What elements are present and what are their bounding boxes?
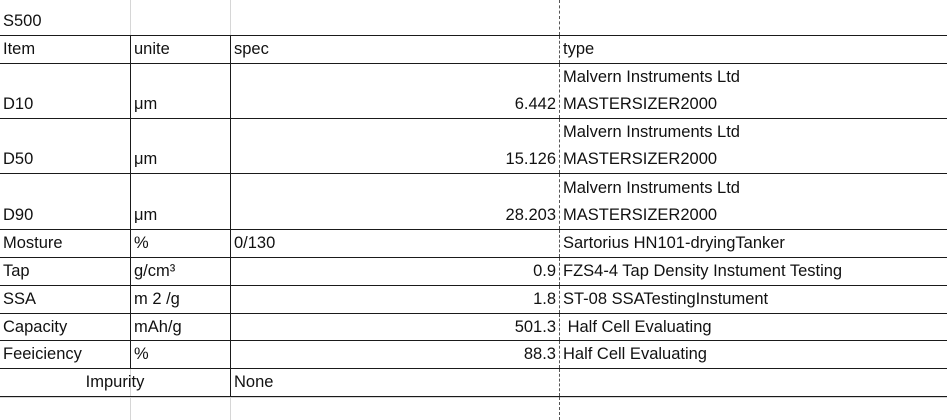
header-unite[interactable]: unite <box>130 36 230 63</box>
table-row: Mosture % 0/130 Sartorius HN101-dryingTa… <box>0 230 947 258</box>
spec-value: 15.126 <box>505 150 556 168</box>
table-row: Capacity mAh/g 501.3 Half Cell Evaluatin… <box>0 314 947 341</box>
cell-unite[interactable]: μm <box>130 174 230 229</box>
cell-unite[interactable]: μm <box>130 64 230 118</box>
spec-value: 6.442 <box>514 95 556 113</box>
header-spec[interactable]: spec <box>230 36 559 63</box>
cell-spec[interactable]: 28.203 <box>230 174 559 229</box>
empty-cell[interactable] <box>230 0 559 35</box>
item-label: D10 <box>3 95 34 113</box>
spec-value[interactable]: None <box>230 369 559 396</box>
item-label[interactable]: Mosture <box>3 234 63 252</box>
type-label[interactable]: FZS4-4 Tap Density Instument Testing <box>559 258 947 285</box>
type-line-2: MASTERSIZER2000 <box>563 95 718 113</box>
type-line-1: Malvern Instruments Ltd <box>563 179 740 197</box>
cell-unite[interactable]: μm <box>130 119 230 173</box>
type-line-1: Malvern Instruments Ltd <box>563 68 740 86</box>
type-label[interactable]: Half Cell Evaluating <box>559 314 947 340</box>
type-label[interactable]: Sartorius HN101-dryingTanker <box>559 230 947 257</box>
grid-line <box>0 397 947 398</box>
table-row: Tap g/cm³ 0.9 FZS4-4 Tap Density Instume… <box>0 258 947 286</box>
type-label[interactable]: Half Cell Evaluating <box>559 341 947 368</box>
spec-value[interactable]: 0.9 <box>230 258 559 285</box>
item-label-merged[interactable]: Impurity <box>85 373 145 391</box>
spec-value[interactable]: 501.3 <box>230 314 559 340</box>
type-line-2: MASTERSIZER2000 <box>563 206 718 224</box>
cell-item[interactable]: D90 <box>0 174 130 229</box>
item-label: D90 <box>3 206 34 224</box>
type-label[interactable]: ST-08 SSATestingInstument <box>559 286 947 313</box>
unite-label[interactable]: % <box>130 341 230 368</box>
table-row: Impurity None <box>0 369 947 397</box>
spec-value[interactable]: 1.8 <box>230 286 559 313</box>
spec-value: 28.203 <box>505 206 556 224</box>
unite-label[interactable]: mAh/g <box>130 314 230 340</box>
title-row: S500 <box>0 0 947 36</box>
unite-label[interactable]: g/cm³ <box>130 258 230 285</box>
unite-label: μm <box>134 95 158 113</box>
empty-cell[interactable] <box>130 0 230 35</box>
unite-label: μm <box>134 150 158 168</box>
cell-type[interactable]: Malvern Instruments Ltd MASTERSIZER2000 <box>559 64 947 118</box>
table-row: D10 μm 6.442 Malvern Instruments Ltd MAS… <box>0 64 947 119</box>
table-row: D90 μm 28.203 Malvern Instruments Ltd MA… <box>0 174 947 230</box>
table-row: Feeiciency % 88.3 Half Cell Evaluating <box>0 341 947 369</box>
header-item[interactable]: Item <box>3 40 36 58</box>
cell-item[interactable]: D10 <box>0 64 130 118</box>
item-label[interactable]: SSA <box>3 290 37 308</box>
item-label[interactable]: Tap <box>3 262 30 280</box>
cell-spec[interactable]: 15.126 <box>230 119 559 173</box>
empty-cell[interactable] <box>559 0 947 35</box>
unite-label: μm <box>134 206 158 224</box>
cell-type[interactable]: Malvern Instruments Ltd MASTERSIZER2000 <box>559 174 947 229</box>
empty-cell[interactable] <box>559 397 947 420</box>
unite-label[interactable]: % <box>130 230 230 257</box>
type-label[interactable] <box>559 369 947 396</box>
item-label: D50 <box>3 150 34 168</box>
cell-type[interactable]: Malvern Instruments Ltd MASTERSIZER2000 <box>559 119 947 173</box>
cell-spec[interactable]: 6.442 <box>230 64 559 118</box>
item-label[interactable]: Feeiciency <box>3 345 82 363</box>
type-line-1: Malvern Instruments Ltd <box>563 123 740 141</box>
cell-item[interactable]: D50 <box>0 119 130 173</box>
table-row: D50 μm 15.126 Malvern Instruments Ltd MA… <box>0 119 947 174</box>
unite-label[interactable]: m 2 /g <box>130 286 230 313</box>
table-row: SSA m 2 /g 1.8 ST-08 SSATestingInstument <box>0 286 947 314</box>
sheet-title[interactable]: S500 <box>3 12 42 30</box>
type-line-2: MASTERSIZER2000 <box>563 150 718 168</box>
header-type[interactable]: type <box>559 36 947 63</box>
item-label[interactable]: Capacity <box>3 318 68 336</box>
spec-value[interactable]: 88.3 <box>230 341 559 368</box>
spec-value[interactable]: 0/130 <box>230 230 559 257</box>
header-row: Item unite spec type <box>0 36 947 64</box>
